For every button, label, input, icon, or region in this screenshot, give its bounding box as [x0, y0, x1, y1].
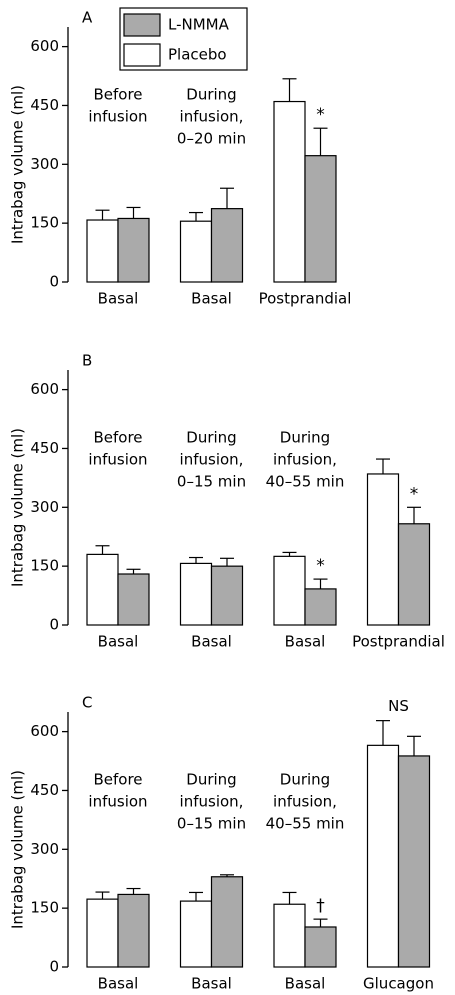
bar	[86, 553, 119, 626]
significance-mark: †	[316, 896, 325, 916]
bar	[117, 573, 150, 626]
group-annotation: NS	[388, 697, 409, 715]
x-tick-label: Basal	[191, 975, 232, 993]
y-tick-label: 600	[30, 37, 59, 55]
x-tick-label: Basal	[98, 633, 139, 651]
group-label: 0–15 min	[177, 473, 246, 491]
group-label: Before	[93, 771, 142, 789]
bar	[179, 562, 213, 626]
y-tick-label: 0	[49, 958, 59, 976]
y-tick-label: 150	[30, 899, 59, 917]
bar	[397, 523, 431, 626]
significance-mark: *	[316, 105, 325, 125]
group-label: infusion,	[273, 451, 337, 469]
x-tick-label: Glucagon	[363, 975, 434, 993]
group-label: During	[186, 429, 236, 447]
bar	[304, 588, 337, 626]
group-label: During	[186, 86, 236, 104]
group-label: infusion,	[180, 108, 244, 126]
bar	[86, 219, 119, 283]
y-tick-label: 600	[30, 380, 59, 398]
x-tick-label: Basal	[191, 290, 232, 308]
bar	[210, 876, 244, 968]
y-tick-label: 300	[30, 498, 59, 516]
legend-swatch	[123, 13, 161, 37]
legend-label: L-NMMA	[168, 16, 230, 34]
significance-mark: *	[316, 556, 325, 576]
y-tick-label: 450	[30, 96, 59, 114]
x-tick-label: Basal	[285, 975, 326, 993]
group-label: 40–55 min	[266, 815, 345, 833]
group-label: infusion,	[180, 451, 244, 469]
y-tick-label: 0	[49, 273, 59, 291]
bar	[179, 900, 213, 968]
group-label: infusion,	[180, 793, 244, 811]
group-label: infusion	[88, 793, 147, 811]
x-tick-label: Basal	[285, 633, 326, 651]
bar	[304, 926, 337, 968]
group-label: Before	[93, 86, 142, 104]
bar	[117, 893, 150, 968]
legend-frame	[119, 7, 248, 71]
group-label: Before	[93, 429, 142, 447]
bar	[273, 555, 306, 626]
bar	[210, 565, 244, 626]
x-tick-label: Postprandial	[352, 633, 445, 651]
group-label: During	[186, 771, 236, 789]
legend-label: Placebo	[168, 46, 227, 64]
group-label: infusion,	[273, 793, 337, 811]
group-label: 40–55 min	[266, 473, 345, 491]
bar	[366, 473, 400, 626]
y-tick-label: 150	[30, 557, 59, 575]
bar	[86, 898, 119, 968]
y-axis-label: Intrabag volume (ml)	[9, 428, 27, 587]
bar	[397, 755, 431, 968]
y-axis-label: Intrabag volume (ml)	[9, 770, 27, 929]
group-label: During	[280, 429, 330, 447]
group-label: 0–15 min	[177, 815, 246, 833]
group-label: 0–20 min	[177, 130, 246, 148]
group-label: infusion	[88, 108, 147, 126]
group-label: infusion	[88, 451, 147, 469]
bar	[117, 217, 150, 283]
y-tick-label: 150	[30, 214, 59, 232]
bar	[273, 100, 306, 283]
y-tick-label: 300	[30, 840, 59, 858]
x-tick-label: Basal	[98, 975, 139, 993]
bar	[210, 208, 244, 283]
bar	[179, 220, 213, 283]
significance-mark: *	[410, 484, 419, 504]
panel-label: B	[82, 352, 92, 370]
group-label: During	[280, 771, 330, 789]
bar	[304, 155, 337, 283]
x-tick-label: Basal	[191, 633, 232, 651]
y-tick-label: 600	[30, 722, 59, 740]
y-tick-label: 450	[30, 439, 59, 457]
bar	[273, 903, 306, 968]
y-tick-label: 0	[49, 616, 59, 634]
panel-label: A	[82, 9, 93, 27]
legend-swatch	[123, 43, 161, 67]
x-tick-label: Postprandial	[259, 290, 352, 308]
y-tick-label: 300	[30, 155, 59, 173]
panel-label: C	[82, 694, 92, 712]
y-tick-label: 450	[30, 781, 59, 799]
x-tick-label: Basal	[98, 290, 139, 308]
bar	[366, 744, 400, 968]
y-axis-label: Intrabag volume (ml)	[9, 85, 27, 244]
